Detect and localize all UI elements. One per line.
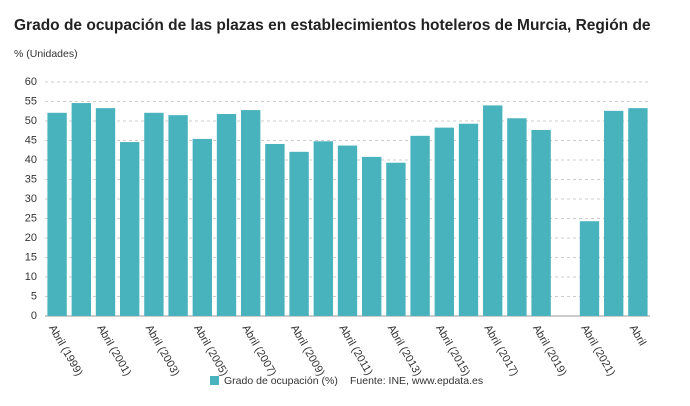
x-tick-label: Abril (2017)	[482, 323, 521, 378]
y-tick-label: 5	[31, 290, 37, 302]
x-tick-label: Abril (2009)	[288, 323, 327, 378]
y-tick-label: 30	[25, 193, 37, 205]
bar	[604, 110, 624, 316]
bar	[47, 112, 67, 316]
y-axis-label: % (Unidades)	[14, 48, 78, 60]
y-tick-label: 25	[25, 212, 37, 224]
bar	[507, 118, 527, 317]
chart-title: Grado de ocupación de las plazas en esta…	[14, 17, 651, 34]
bar	[289, 151, 309, 316]
bar	[144, 112, 164, 316]
legend-swatch	[210, 376, 219, 385]
bar	[337, 145, 358, 316]
bar	[362, 156, 382, 316]
bar	[192, 138, 212, 316]
bar	[458, 123, 479, 316]
y-tick-label: 60	[25, 76, 37, 88]
bar	[579, 221, 600, 316]
x-tick-label: Abril (2005)	[191, 323, 230, 378]
y-tick-label: 45	[25, 134, 37, 146]
y-tick-label: 10	[25, 271, 37, 283]
x-tick-label: Abril (1999)	[46, 323, 85, 378]
x-tick-label: Abril (2019)	[530, 323, 569, 378]
y-tick-label: 15	[25, 251, 37, 263]
x-tick-label: Abril (2011)	[336, 323, 374, 378]
y-tick-label: 55	[25, 95, 37, 107]
x-tick-label: Abril (2007)	[240, 323, 279, 378]
bar	[241, 110, 261, 316]
x-tick-label: Abril (2001)	[94, 323, 133, 378]
bar	[386, 162, 406, 316]
x-tick-label: Abril (2021)	[578, 323, 617, 378]
x-tick-label: Abril (2015)	[433, 323, 472, 378]
bar	[483, 105, 503, 317]
bar	[71, 103, 91, 316]
y-tick-label: 0	[31, 310, 37, 322]
bar	[95, 108, 116, 316]
bar	[216, 113, 237, 316]
y-tick-label: 20	[25, 232, 37, 244]
bar	[120, 142, 140, 316]
x-tick-label: Abril	[627, 323, 648, 348]
source: Fuente: INE, www.epdata.es	[350, 375, 483, 387]
x-tick-label: Abril (2013)	[385, 323, 424, 378]
bar	[265, 144, 285, 316]
legend-label: Grado de ocupación (%)	[224, 375, 338, 387]
bar	[168, 115, 188, 317]
y-tick-label: 40	[25, 154, 37, 166]
x-tick-label: Abril (2003)	[143, 323, 182, 378]
bar	[434, 127, 454, 316]
bar	[313, 141, 333, 316]
y-tick-label: 35	[25, 173, 37, 185]
y-tick-label: 50	[25, 115, 37, 127]
bar	[628, 108, 648, 316]
bar	[531, 129, 551, 316]
bar	[410, 135, 430, 316]
